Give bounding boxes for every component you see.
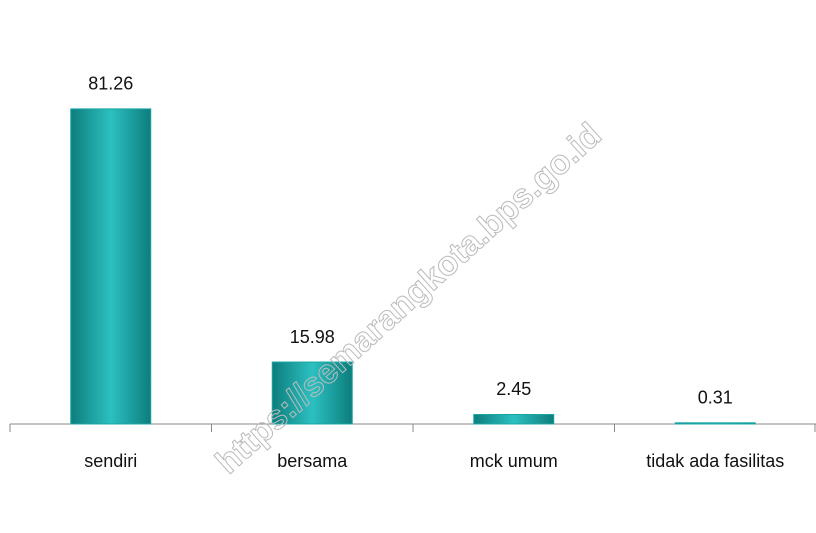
value-label: 2.45 xyxy=(496,379,531,399)
x-tick-label: bersama xyxy=(277,451,348,471)
watermark: https://semarangkota.bps.go.id xyxy=(209,116,609,482)
value-label: 0.31 xyxy=(698,388,733,408)
x-tick-label: mck umum xyxy=(470,451,558,471)
bar xyxy=(70,108,152,425)
bar xyxy=(473,413,555,425)
x-tick-label: sendiri xyxy=(84,451,137,471)
bar xyxy=(271,361,353,425)
x-tick-label: tidak ada fasilitas xyxy=(646,451,784,471)
value-label: 15.98 xyxy=(290,327,335,347)
value-label: 81.26 xyxy=(88,74,133,94)
bar xyxy=(674,422,756,425)
